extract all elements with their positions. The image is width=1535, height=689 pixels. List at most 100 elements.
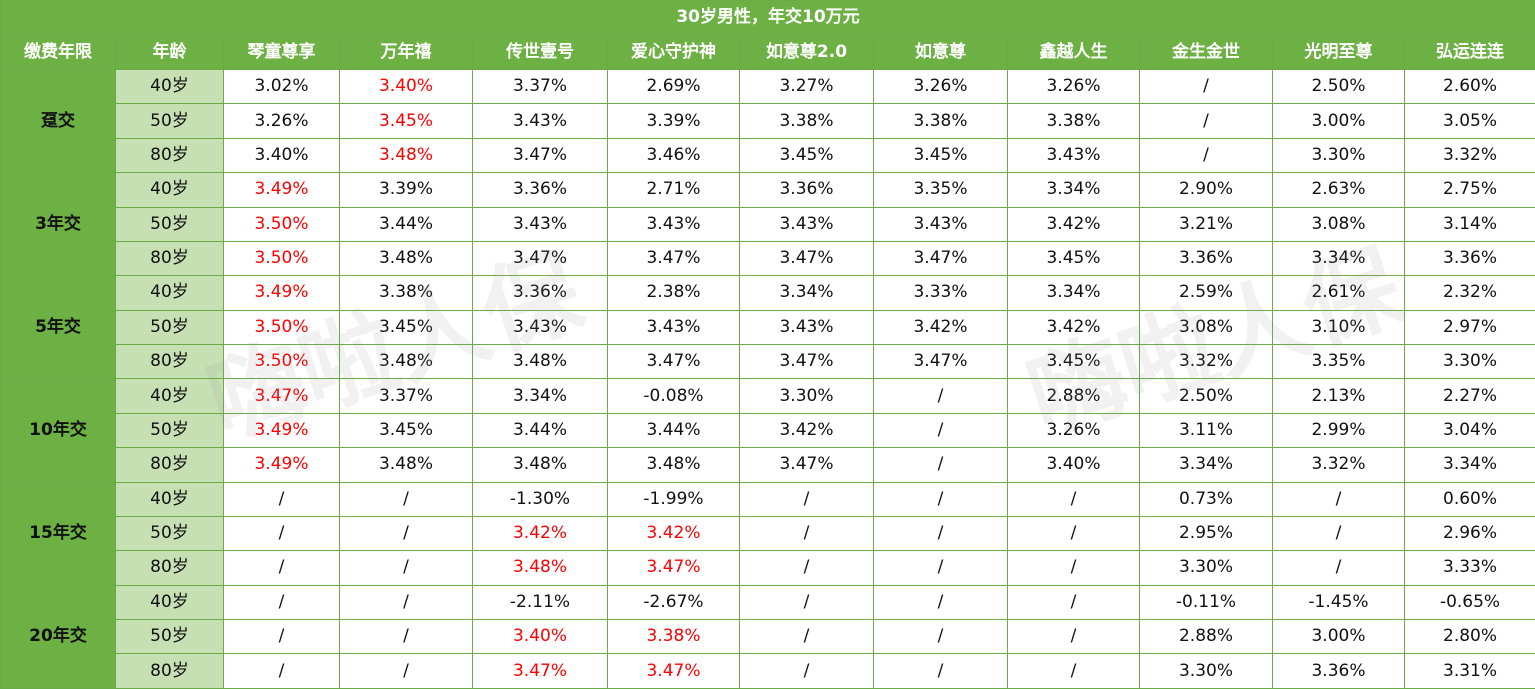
rate-cell: 2.71% — [607, 172, 740, 208]
rate-cell: / — [873, 515, 1008, 552]
column-header: 年龄 — [115, 34, 224, 70]
table-title: 30岁男性，年交10万元 — [0, 0, 1535, 35]
rate-cell: / — [339, 515, 473, 552]
rate-cell: 2.59% — [1139, 275, 1273, 311]
rate-cell: 3.26% — [1007, 412, 1140, 449]
rate-cell: 3.38% — [739, 103, 874, 139]
rate-cell: / — [223, 481, 340, 517]
column-header: 鑫越人生 — [1007, 34, 1140, 70]
age-cell: 80岁 — [115, 240, 224, 277]
rate-cell: 3.39% — [339, 172, 473, 208]
rate-cell: 3.43% — [607, 309, 740, 346]
age-cell: 80岁 — [115, 550, 224, 586]
rate-cell: / — [873, 378, 1008, 414]
rate-cell: / — [873, 550, 1008, 586]
rate-cell: 3.27% — [739, 68, 874, 105]
column-header: 爱心守护神 — [607, 34, 740, 70]
rate-cell: 3.42% — [739, 412, 874, 449]
rate-cell: 3.44% — [607, 412, 740, 449]
payment-period-cell: 3年交 — [0, 172, 116, 277]
column-header: 传世壹号 — [472, 34, 608, 70]
table-row: 50岁 3.49% 3.45% 3.44% 3.44% 3.42%/3.26% 3.11% 2… — [1, 412, 1535, 449]
rate-cell: 3.33% — [1403, 550, 1535, 586]
rate-cell: / — [1272, 515, 1405, 552]
rate-cell: 3.32% — [1139, 343, 1273, 380]
rate-cell: 3.47% — [739, 343, 874, 380]
rate-cell: / — [873, 584, 1008, 621]
rate-cell: 3.43% — [739, 206, 874, 242]
rate-cell: / — [1272, 481, 1405, 517]
rate-cell: / — [739, 550, 874, 586]
table-row: 50岁 3.26% 3.45% 3.43% 3.39% 3.38% 3.38% 3.38%/3… — [1, 103, 1535, 139]
table-row: 50岁 3.50% 3.44% 3.43% 3.43% 3.43% 3.43% 3.42% 3.… — [1, 206, 1535, 242]
rate-cell: 3.47% — [873, 240, 1008, 277]
rate-cell: 3.48% — [339, 447, 473, 483]
rate-cell: 3.48% — [607, 447, 740, 483]
table-row: 5年交 40岁 3.49% 3.38% 3.36% 2.38% 3.34% 3.33% 3.34… — [0, 275, 1535, 380]
rate-cell: 3.10% — [1272, 309, 1405, 346]
rate-cell: 3.45% — [739, 137, 874, 174]
rate-cell: / — [873, 447, 1008, 483]
age-cell: 40岁 — [115, 481, 224, 517]
rate-cell: 2.90% — [1139, 172, 1273, 208]
rate-cell: 3.43% — [472, 103, 608, 139]
rate-cell: 3.37% — [339, 378, 473, 414]
rate-cell: 3.26% — [873, 68, 1008, 105]
table-row: 80岁 3.50% 3.48% 3.48% 3.47% 3.47% 3.47% 3.45% 3.… — [1, 343, 1535, 380]
rate-cell: 2.88% — [1007, 378, 1140, 414]
rate-cell: / — [1139, 137, 1273, 174]
rate-cell: 3.30% — [1403, 343, 1535, 380]
rate-cell: 3.34% — [1007, 275, 1140, 311]
payment-period-cell: 10年交 — [0, 378, 116, 483]
age-cell: 50岁 — [115, 618, 224, 655]
rate-cell: 3.30% — [739, 378, 874, 414]
rate-cell: / — [873, 412, 1008, 449]
rate-cell: 3.35% — [1272, 343, 1405, 380]
rate-cell: 3.42% — [472, 515, 608, 552]
rate-cell: 3.49% — [223, 172, 340, 208]
rate-cell: / — [339, 653, 473, 689]
rate-cell: 3.33% — [873, 275, 1008, 311]
rate-cell: 3.48% — [472, 447, 608, 483]
table-row: 80岁 3.50% 3.48% 3.47% 3.47% 3.47% 3.47% 3.45% 3.… — [1, 240, 1535, 277]
rate-cell: 3.49% — [223, 275, 340, 311]
rate-cell: 3.14% — [1403, 206, 1535, 242]
rate-cell: 2.27% — [1403, 378, 1535, 414]
rate-cell: 3.31% — [1403, 653, 1535, 689]
age-cell: 40岁 — [115, 68, 224, 105]
rate-cell: / — [1007, 515, 1140, 552]
rate-cell: 3.30% — [1139, 550, 1273, 586]
age-cell: 50岁 — [115, 515, 224, 552]
rate-cell: 3.49% — [223, 447, 340, 483]
rate-cell: 3.50% — [223, 309, 340, 346]
rate-cell: 2.50% — [1139, 378, 1273, 414]
payment-period-cell: 趸交 — [0, 68, 116, 174]
rate-cell: 2.96% — [1403, 515, 1535, 552]
rate-cell: / — [339, 550, 473, 586]
rate-cell: 3.21% — [1139, 206, 1273, 242]
age-cell: 80岁 — [115, 343, 224, 380]
age-cell: 40岁 — [115, 172, 224, 208]
rate-cell: / — [739, 584, 874, 621]
table-row: 50岁 //3.42% 3.42% / //2.95%/2.96% — [1, 515, 1535, 552]
rate-cell: 3.30% — [1272, 137, 1405, 174]
rate-cell: 3.36% — [472, 275, 608, 311]
rate-cell: 3.34% — [472, 378, 608, 414]
table-body: 趸交 40岁 3.02% 3.40% 3.37% 2.69% 3.27% 3.26% 3.26%… — [0, 68, 1535, 689]
rate-cell: / — [739, 618, 874, 655]
rate-cell: 3.32% — [1272, 447, 1405, 483]
rate-cell: 3.36% — [1139, 240, 1273, 277]
rate-cell: / — [739, 653, 874, 689]
rate-cell: / — [873, 618, 1008, 655]
rate-cell: -1.30% — [472, 481, 608, 517]
rate-cell: 3.49% — [223, 412, 340, 449]
age-cell: 40岁 — [115, 378, 224, 414]
rate-cell: 3.47% — [607, 550, 740, 586]
rate-cell: 2.38% — [607, 275, 740, 311]
rate-cell: / — [339, 584, 473, 621]
rate-cell: 2.50% — [1272, 68, 1405, 105]
rate-cell: / — [223, 653, 340, 689]
rate-cell: 2.97% — [1403, 309, 1535, 346]
rate-cell: 3.40% — [1007, 447, 1140, 483]
rate-cell: 3.42% — [1007, 206, 1140, 242]
